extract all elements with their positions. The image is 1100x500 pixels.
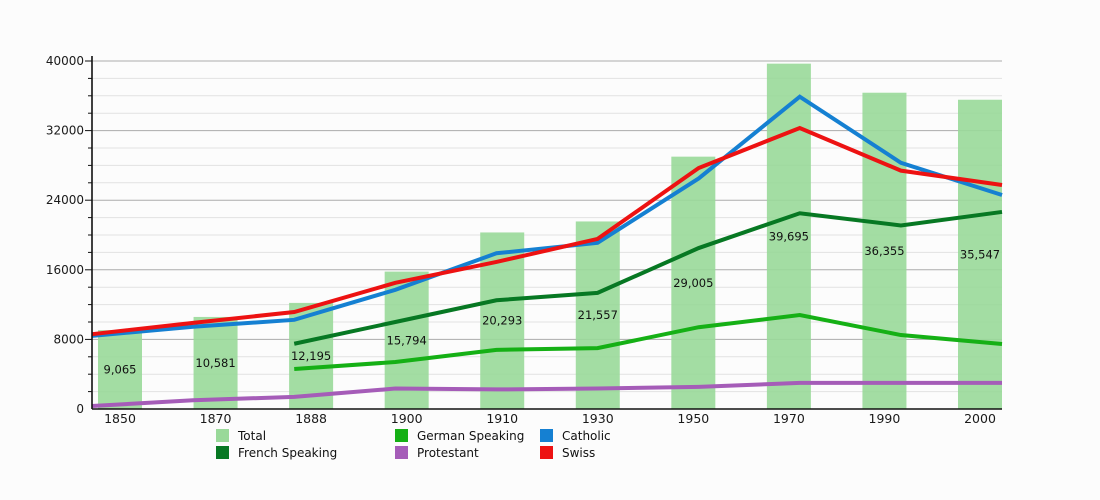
x-axis-tick-label: 1900 (391, 411, 423, 426)
legend-label: Catholic (562, 428, 611, 443)
legend-item-german-speaking: German Speaking (395, 428, 540, 443)
legend-swatch (216, 446, 229, 459)
bar-value-label: 10,581 (195, 356, 235, 370)
x-axis-tick-label: 1888 (295, 411, 327, 426)
y-axis-tick-label: 24000 (46, 193, 84, 207)
bar-value-label: 21,557 (578, 308, 618, 322)
y-axis-tick-label: 8000 (53, 332, 84, 346)
x-axis-tick-label: 1930 (582, 411, 614, 426)
total-bar (384, 271, 429, 409)
legend-item-catholic: Catholic (540, 428, 611, 443)
line-protestant (91, 380, 1002, 408)
legend-label: French Speaking (238, 445, 338, 460)
legend-swatch (540, 446, 553, 459)
legend-item-french-speaking: French Speaking (216, 445, 395, 460)
y-axis-tick-label: 0 (76, 402, 84, 416)
total-bar (862, 92, 907, 410)
bar-value-label: 9,065 (104, 363, 137, 377)
legend-label: German Speaking (417, 428, 525, 443)
y-axis-tick-label: 16000 (46, 263, 84, 277)
x-axis-tick-label: 1870 (200, 411, 232, 426)
total-bar (575, 221, 620, 409)
legend-label: Protestant (417, 445, 479, 460)
legend-item-total: Total (216, 428, 395, 443)
x-axis-tick-label: 1910 (486, 411, 518, 426)
legend-item-protestant: Protestant (395, 445, 540, 460)
total-bar (193, 316, 238, 409)
bar-value-label: 39,695 (769, 229, 809, 243)
legend-swatch (216, 429, 229, 442)
total-bar (958, 99, 1002, 410)
legend-label: Swiss (562, 445, 596, 460)
line-french-speaking (293, 209, 1003, 346)
line-swiss (91, 125, 1003, 337)
x-axis-tick-label: 1970 (773, 411, 805, 426)
bar-value-label: 12,195 (291, 349, 331, 363)
line-german-speaking (294, 313, 1003, 371)
legend-swatch (395, 429, 408, 442)
x-axis-tick-label: 1950 (677, 411, 709, 426)
total-bar (766, 63, 811, 409)
bar-value-label: 29,005 (673, 276, 713, 290)
bar-value-label: 15,794 (387, 333, 427, 347)
chart-legend: Total German Speaking Catholic French Speak… (216, 428, 611, 460)
y-axis-tick-label: 32000 (46, 124, 84, 138)
legend-swatch (540, 429, 553, 442)
x-axis-tick-label: 1990 (869, 411, 901, 426)
legend-item-swiss: Swiss (540, 445, 611, 460)
bar-value-label: 35,547 (960, 247, 1000, 261)
bar-value-label: 20,293 (482, 314, 522, 328)
legend-swatch (395, 446, 408, 459)
legend-label: Total (238, 428, 267, 443)
x-axis-tick-label: 1850 (104, 411, 136, 426)
line-catholic (91, 94, 1003, 338)
bar-value-label: 36,355 (864, 244, 904, 258)
x-axis-tick-label: 2000 (964, 411, 996, 426)
total-bar (98, 330, 142, 409)
total-bar (671, 156, 716, 409)
y-axis-tick-label: 40000 (46, 54, 84, 68)
